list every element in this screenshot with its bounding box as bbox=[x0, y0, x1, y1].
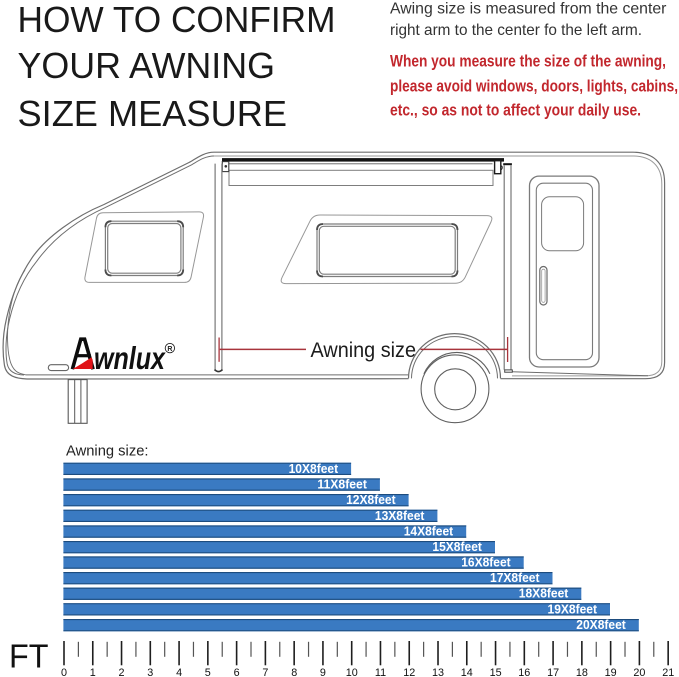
svg-text:right arm to the center fo the: right arm to the center fo the left arm. bbox=[390, 22, 642, 39]
svg-text:13X8feet: 13X8feet bbox=[375, 509, 425, 523]
svg-text:13: 13 bbox=[432, 667, 444, 677]
svg-text:18: 18 bbox=[576, 667, 588, 677]
svg-text:10: 10 bbox=[346, 667, 358, 677]
svg-text:1: 1 bbox=[90, 667, 96, 677]
svg-text:R: R bbox=[167, 346, 172, 353]
svg-text:4: 4 bbox=[176, 667, 182, 677]
svg-text:When you measure the size of t: When you measure the size of the awning, bbox=[390, 52, 666, 71]
svg-text:Awning size:: Awning size: bbox=[66, 443, 149, 460]
svg-text:19: 19 bbox=[605, 667, 617, 677]
svg-text:20: 20 bbox=[633, 667, 645, 677]
svg-text:7: 7 bbox=[262, 667, 268, 677]
svg-text:12X8feet: 12X8feet bbox=[346, 493, 396, 507]
svg-text:14X8feet: 14X8feet bbox=[404, 525, 454, 539]
svg-text:6: 6 bbox=[234, 667, 240, 677]
svg-text:etc., so as not to affect your: etc., so as not to affect your daily use… bbox=[390, 101, 641, 120]
svg-text:17X8feet: 17X8feet bbox=[490, 571, 540, 585]
svg-text:19X8feet: 19X8feet bbox=[548, 602, 598, 616]
svg-text:Awing size is measured from th: Awing size is measured from the center bbox=[390, 0, 666, 17]
svg-text:20X8feet: 20X8feet bbox=[576, 618, 626, 632]
svg-text:14: 14 bbox=[461, 667, 473, 677]
svg-text:15: 15 bbox=[490, 667, 502, 677]
svg-text:18X8feet: 18X8feet bbox=[519, 587, 569, 601]
svg-text:0: 0 bbox=[61, 667, 67, 677]
svg-text:11: 11 bbox=[375, 667, 386, 677]
svg-text:3: 3 bbox=[147, 667, 153, 677]
svg-text:16X8feet: 16X8feet bbox=[461, 556, 511, 570]
svg-text:2: 2 bbox=[118, 667, 124, 677]
svg-text:wnlux: wnlux bbox=[94, 340, 166, 376]
svg-text:SIZE MEASURE: SIZE MEASURE bbox=[18, 93, 288, 134]
svg-text:FT: FT bbox=[9, 638, 49, 675]
svg-text:please avoid windows, doors, l: please avoid windows, doors, lights, cab… bbox=[390, 76, 678, 95]
svg-text:17: 17 bbox=[547, 667, 559, 677]
svg-text:10X8feet: 10X8feet bbox=[289, 462, 339, 476]
svg-text:11X8feet: 11X8feet bbox=[317, 478, 367, 492]
svg-text:16: 16 bbox=[518, 667, 530, 677]
svg-text:Awning size: Awning size bbox=[311, 339, 417, 362]
svg-text:8: 8 bbox=[291, 667, 297, 677]
svg-text:HOW TO CONFIRM: HOW TO CONFIRM bbox=[18, 0, 336, 40]
svg-text:YOUR AWNING: YOUR AWNING bbox=[18, 45, 276, 86]
svg-text:12: 12 bbox=[403, 667, 415, 677]
svg-text:5: 5 bbox=[205, 667, 211, 677]
svg-text:9: 9 bbox=[320, 667, 326, 677]
svg-text:15X8feet: 15X8feet bbox=[432, 540, 482, 554]
svg-text:21: 21 bbox=[662, 667, 674, 677]
